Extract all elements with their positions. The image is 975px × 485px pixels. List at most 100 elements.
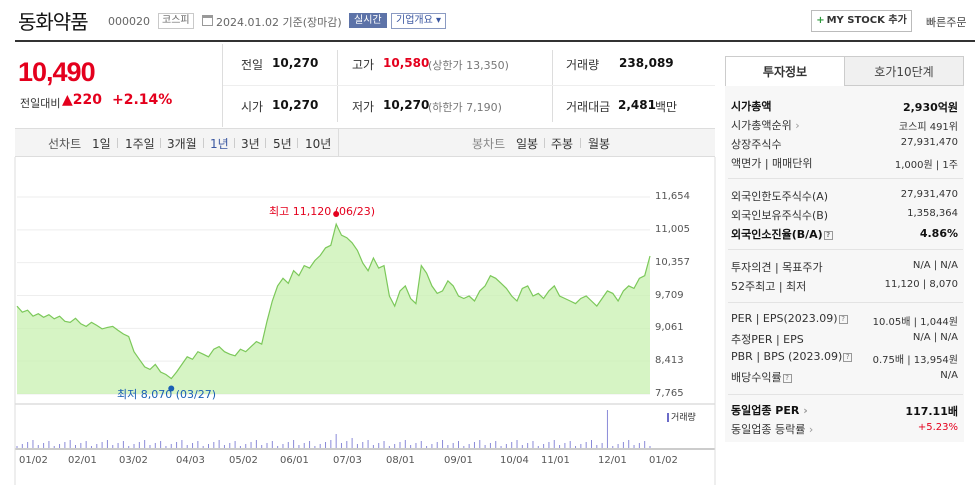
info-value: 코스피 491위 bbox=[898, 122, 958, 133]
x-tick-label: 04/03 bbox=[176, 455, 205, 466]
x-tick-label: 06/01 bbox=[280, 455, 309, 466]
tab-order-book[interactable]: 호가10단계 bbox=[844, 56, 964, 86]
amount-unit: 백만 bbox=[655, 100, 678, 114]
info-label-text: 외국인보유주식수(B) bbox=[731, 209, 829, 222]
line-chart-label: 선차트 bbox=[48, 137, 82, 151]
info-label-text: 외국인한도주식수(A) bbox=[731, 190, 829, 203]
price-area-fill bbox=[17, 224, 650, 394]
lower-limit: (하한가 7,190) bbox=[428, 101, 502, 114]
info-label[interactable]: 동일업종 등락률 › bbox=[731, 421, 813, 437]
change-value: ▲220 bbox=[62, 92, 102, 108]
chevron-right-icon: › bbox=[805, 423, 814, 436]
change-label: 전일대비 bbox=[20, 97, 61, 110]
prev-value: 10,270 bbox=[272, 56, 319, 70]
info-label-text: PER | EPS(2023.09) bbox=[731, 312, 838, 325]
help-icon[interactable]: ? bbox=[823, 230, 833, 240]
info-value: 4.86% bbox=[919, 227, 958, 240]
stock-code: 000020 bbox=[108, 15, 150, 28]
period-1y[interactable]: 1년 bbox=[210, 137, 229, 151]
info-label: 외국인소진율(B/A)? bbox=[731, 226, 833, 242]
x-tick-label: 03/02 bbox=[119, 455, 148, 466]
separator bbox=[160, 138, 161, 148]
panel-divider bbox=[728, 249, 963, 250]
corp-info-label: 기업개요 bbox=[396, 15, 433, 26]
info-label: 액면가 | 매매단위 bbox=[731, 155, 813, 171]
help-icon[interactable]: ? bbox=[838, 314, 848, 324]
info-label: 외국인한도주식수(A) bbox=[731, 188, 828, 204]
info-value: 117.11배 bbox=[905, 405, 958, 418]
upper-limit: (상한가 13,350) bbox=[428, 59, 509, 72]
help-icon[interactable]: ? bbox=[843, 352, 853, 362]
divider bbox=[222, 44, 223, 127]
separator bbox=[297, 138, 298, 148]
mystock-label: MY STOCK 추가 bbox=[826, 15, 907, 26]
prev-label: 전일 bbox=[241, 58, 264, 72]
base-date: 2024.01.02 기준(장마감) bbox=[216, 16, 342, 29]
info-label: PBR | BPS (2023.09)? bbox=[731, 350, 853, 363]
chart-markers bbox=[168, 211, 340, 392]
quick-order-link[interactable]: 빠른주문 bbox=[926, 16, 967, 29]
candle-chart-label: 봉차트 bbox=[472, 137, 506, 151]
y-tick-label: 10,357 bbox=[655, 256, 690, 268]
price-area bbox=[16, 222, 651, 394]
info-value: N/A | N/A bbox=[912, 332, 958, 343]
volume-value: 238,089 bbox=[619, 56, 674, 70]
candle-daily[interactable]: 일봉 bbox=[516, 137, 539, 151]
stock-name: 동화약품 bbox=[18, 10, 89, 34]
info-value: N/A | N/A bbox=[912, 260, 958, 271]
info-value: 11,120 | 8,070 bbox=[884, 279, 958, 290]
low-marker bbox=[168, 385, 175, 392]
period-1w[interactable]: 1주일 bbox=[125, 137, 155, 151]
x-tick-label: 08/01 bbox=[386, 455, 415, 466]
info-label: 상장주식수 bbox=[731, 136, 782, 152]
period-5y[interactable]: 5년 bbox=[273, 137, 292, 151]
info-label-text: 동일업종 PER bbox=[731, 404, 800, 417]
info-value: N/A bbox=[940, 370, 958, 381]
low-value: 10,270 bbox=[383, 98, 430, 112]
info-label-text: 동일업종 등락률 bbox=[731, 423, 806, 436]
info-label: 배당수익률? bbox=[731, 369, 792, 385]
help-icon[interactable]: ? bbox=[782, 373, 792, 383]
realtime-button[interactable]: 실시간 bbox=[349, 13, 387, 28]
info-label-text: 52주최고 | 최저 bbox=[731, 280, 807, 293]
volume-legend-swatch bbox=[667, 413, 669, 422]
volume-bars bbox=[16, 410, 651, 448]
volume-legend: 거래량 bbox=[667, 410, 696, 423]
x-tick-label: 10/04 bbox=[500, 455, 529, 466]
panel-divider bbox=[728, 394, 963, 395]
chart-toolbar bbox=[15, 128, 715, 157]
y-tick-label: 11,005 bbox=[655, 223, 690, 235]
candle-weekly[interactable]: 주봉 bbox=[551, 137, 574, 151]
divider bbox=[552, 50, 553, 122]
x-tick-label: 07/03 bbox=[333, 455, 362, 466]
info-value: 27,931,470 bbox=[900, 189, 958, 200]
amount-value: 2,481 bbox=[618, 98, 656, 112]
corp-info-dropdown[interactable]: 기업개요 ▾ bbox=[391, 13, 447, 29]
change-percent: +2.14% bbox=[112, 92, 173, 108]
period-3m[interactable]: 3개월 bbox=[167, 137, 197, 151]
calendar-icon bbox=[202, 15, 213, 26]
divider bbox=[223, 85, 715, 86]
chevron-right-icon: › bbox=[799, 404, 808, 417]
volume-legend-label: 거래량 bbox=[671, 413, 696, 423]
chevron-right-icon: › bbox=[791, 119, 800, 132]
mystock-add-button[interactable]: + MY STOCK 추가 bbox=[811, 10, 912, 32]
info-label: 52주최고 | 최저 bbox=[731, 278, 806, 294]
top-divider bbox=[15, 40, 975, 42]
period-3y[interactable]: 3년 bbox=[241, 137, 260, 151]
info-value: 10.05배 | 1,044원 bbox=[872, 317, 958, 328]
x-tick-label: 05/02 bbox=[229, 455, 258, 466]
candle-monthly[interactable]: 월봉 bbox=[588, 137, 611, 151]
y-tick-label: 9,061 bbox=[655, 322, 684, 334]
info-label: 시가총액 bbox=[731, 98, 771, 114]
tab-invest-info[interactable]: 투자정보 bbox=[725, 56, 845, 86]
info-label-text: 상장주식수 bbox=[731, 138, 782, 151]
period-10y[interactable]: 10년 bbox=[305, 137, 332, 151]
info-label[interactable]: 동일업종 PER › bbox=[731, 402, 808, 418]
info-label[interactable]: 시가총액순위 › bbox=[731, 117, 800, 133]
separator bbox=[117, 138, 118, 148]
info-label-text: 시가총액 bbox=[731, 100, 772, 113]
period-1d[interactable]: 1일 bbox=[92, 137, 111, 151]
info-label-text: 시가총액순위 bbox=[731, 119, 792, 132]
